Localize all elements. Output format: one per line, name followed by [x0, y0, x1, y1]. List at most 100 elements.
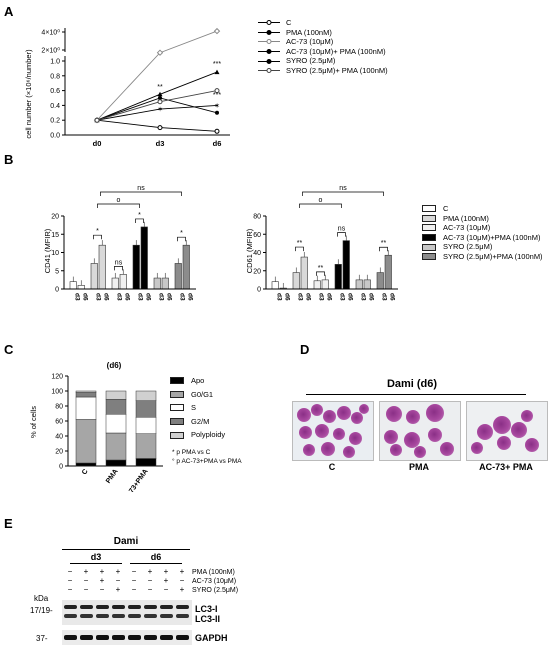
x-tick-label: d0: [93, 139, 102, 148]
legend-label: G0/G1: [191, 389, 214, 399]
data-point: [156, 49, 164, 56]
x-tick-label: d6: [213, 139, 222, 148]
legend-item: AC-73 (10μM): [258, 37, 388, 47]
data-point: [158, 96, 162, 100]
x-tick-label: AC-73+PMA: [121, 468, 150, 492]
note-pma-vs-c: * p PMA vs C: [172, 449, 211, 456]
caption-ac73-pma: AC-73+ PMA: [479, 462, 533, 472]
series-line-0: [96, 119, 218, 132]
x-tick-label: d6: [325, 293, 332, 301]
bar: [153, 277, 161, 290]
sig-ac73-label: **: [318, 265, 324, 272]
y-tick-label: 60: [253, 232, 261, 239]
y-tick-label: 0.2: [50, 118, 60, 125]
legend-swatch: [170, 431, 184, 439]
y-tick-label: 15: [51, 232, 59, 239]
note-ac73-vs-pma: ° p AC-73+PMA vs PMA: [172, 458, 242, 465]
sig-ac73: [114, 266, 123, 271]
treatment-syro: SYRO (2.5μM): [192, 587, 239, 594]
y-tick-label: 40: [253, 250, 261, 257]
x-tick-label: d3: [338, 293, 345, 301]
x-tick-label: d3: [136, 293, 143, 301]
stained-cell: [343, 446, 355, 458]
bar: [300, 256, 308, 290]
bar: [342, 240, 350, 290]
y-axis-label: CD41 (MFIR): [43, 228, 52, 273]
stack-segment: [135, 433, 157, 459]
sig-compare-1: [97, 203, 140, 208]
sign-cell: +: [83, 567, 89, 576]
bar: [355, 279, 363, 290]
sig-syro-pma-label: *: [180, 230, 183, 237]
legend-swatch: [258, 38, 280, 45]
x-tick-label: d3: [296, 293, 303, 301]
stack-segment: [75, 462, 97, 467]
data-point: [157, 99, 163, 105]
band-gapdh: GAPDH: [195, 633, 228, 643]
legend-label: SYRO (2.5μM): [286, 56, 336, 66]
gapdh-blot: [62, 630, 192, 645]
band-lc3-i: LC3-I: [195, 604, 218, 614]
band-gapdh-lane: [80, 635, 93, 640]
legend-item: C: [422, 204, 543, 214]
stack-segment: [105, 390, 127, 400]
y-tick-label: 100: [51, 389, 63, 396]
y-tick-label: 0: [55, 287, 59, 294]
sig-ac73: [316, 271, 325, 276]
legend-label: Apo: [191, 376, 205, 385]
x-tick-label: d6: [144, 293, 151, 301]
band-lc3-ii-lane: [144, 614, 157, 618]
band-lc3-ii-lane: [80, 614, 93, 618]
legend-label: PMA (100nM): [286, 27, 332, 37]
sign-row: − − + − − − + −: [62, 576, 192, 585]
data-point: [214, 69, 220, 75]
data-point: [213, 27, 221, 35]
sig-pma-label: **: [297, 240, 303, 247]
sig-compare-2-label: ns: [339, 185, 347, 192]
series-line-5: [96, 90, 218, 121]
sign-cell: −: [131, 585, 137, 594]
treatment-pma: PMA (100nM): [192, 569, 235, 576]
band-lc3-ii-lane: [128, 614, 141, 618]
lc3-blot: [62, 600, 192, 625]
legend-swatch: [170, 418, 184, 426]
y-tick-label: 0: [59, 464, 63, 471]
y-axis-label: % of cells: [29, 406, 38, 438]
sign-cell: −: [179, 576, 185, 585]
y-tick-label: 60: [55, 419, 63, 426]
x-tick-label: C: [81, 468, 90, 476]
x-tick-label: d3: [73, 293, 80, 301]
sig-ac73-label: ns: [115, 259, 123, 266]
legend-swatch: [422, 205, 436, 213]
stained-cell: [477, 424, 493, 440]
chart-title: (d6): [107, 361, 122, 370]
x-tick-label: d6: [388, 293, 395, 301]
panel-label-a: A: [4, 4, 14, 19]
x-tick-label: d3: [359, 293, 366, 301]
treatment-ac73: AC-73 (10μM): [192, 578, 237, 585]
sign-cell: +: [115, 585, 121, 594]
legend-swatch: [258, 58, 280, 65]
legend-item: PMA (100nM): [422, 214, 543, 224]
x-tick-label: d3: [156, 139, 165, 148]
x-tick-label: d3: [115, 293, 122, 301]
bar: [292, 272, 300, 290]
bar: [140, 226, 148, 290]
bar: [69, 281, 77, 290]
sign-cell: −: [83, 585, 89, 594]
y-tick-label: 20: [51, 214, 59, 221]
caption-pma: PMA: [409, 462, 429, 472]
y-tick-label: 10: [51, 250, 59, 257]
legend-label: AC-73 (10μM): [443, 223, 491, 233]
group-line-d6: [130, 563, 182, 564]
band-lc3-i-lane: [64, 605, 77, 609]
stack-segment: [75, 396, 97, 420]
significance-notes: * p PMA vs C ° p AC-73+PMA vs PMA: [172, 448, 242, 466]
band-lc3-i-lane: [176, 605, 189, 609]
data-point: [94, 117, 100, 123]
sign-cell: −: [115, 576, 121, 585]
band-gapdh-lane: [112, 635, 125, 640]
legend-swatch: [422, 234, 436, 242]
sign-cell: −: [83, 576, 89, 585]
